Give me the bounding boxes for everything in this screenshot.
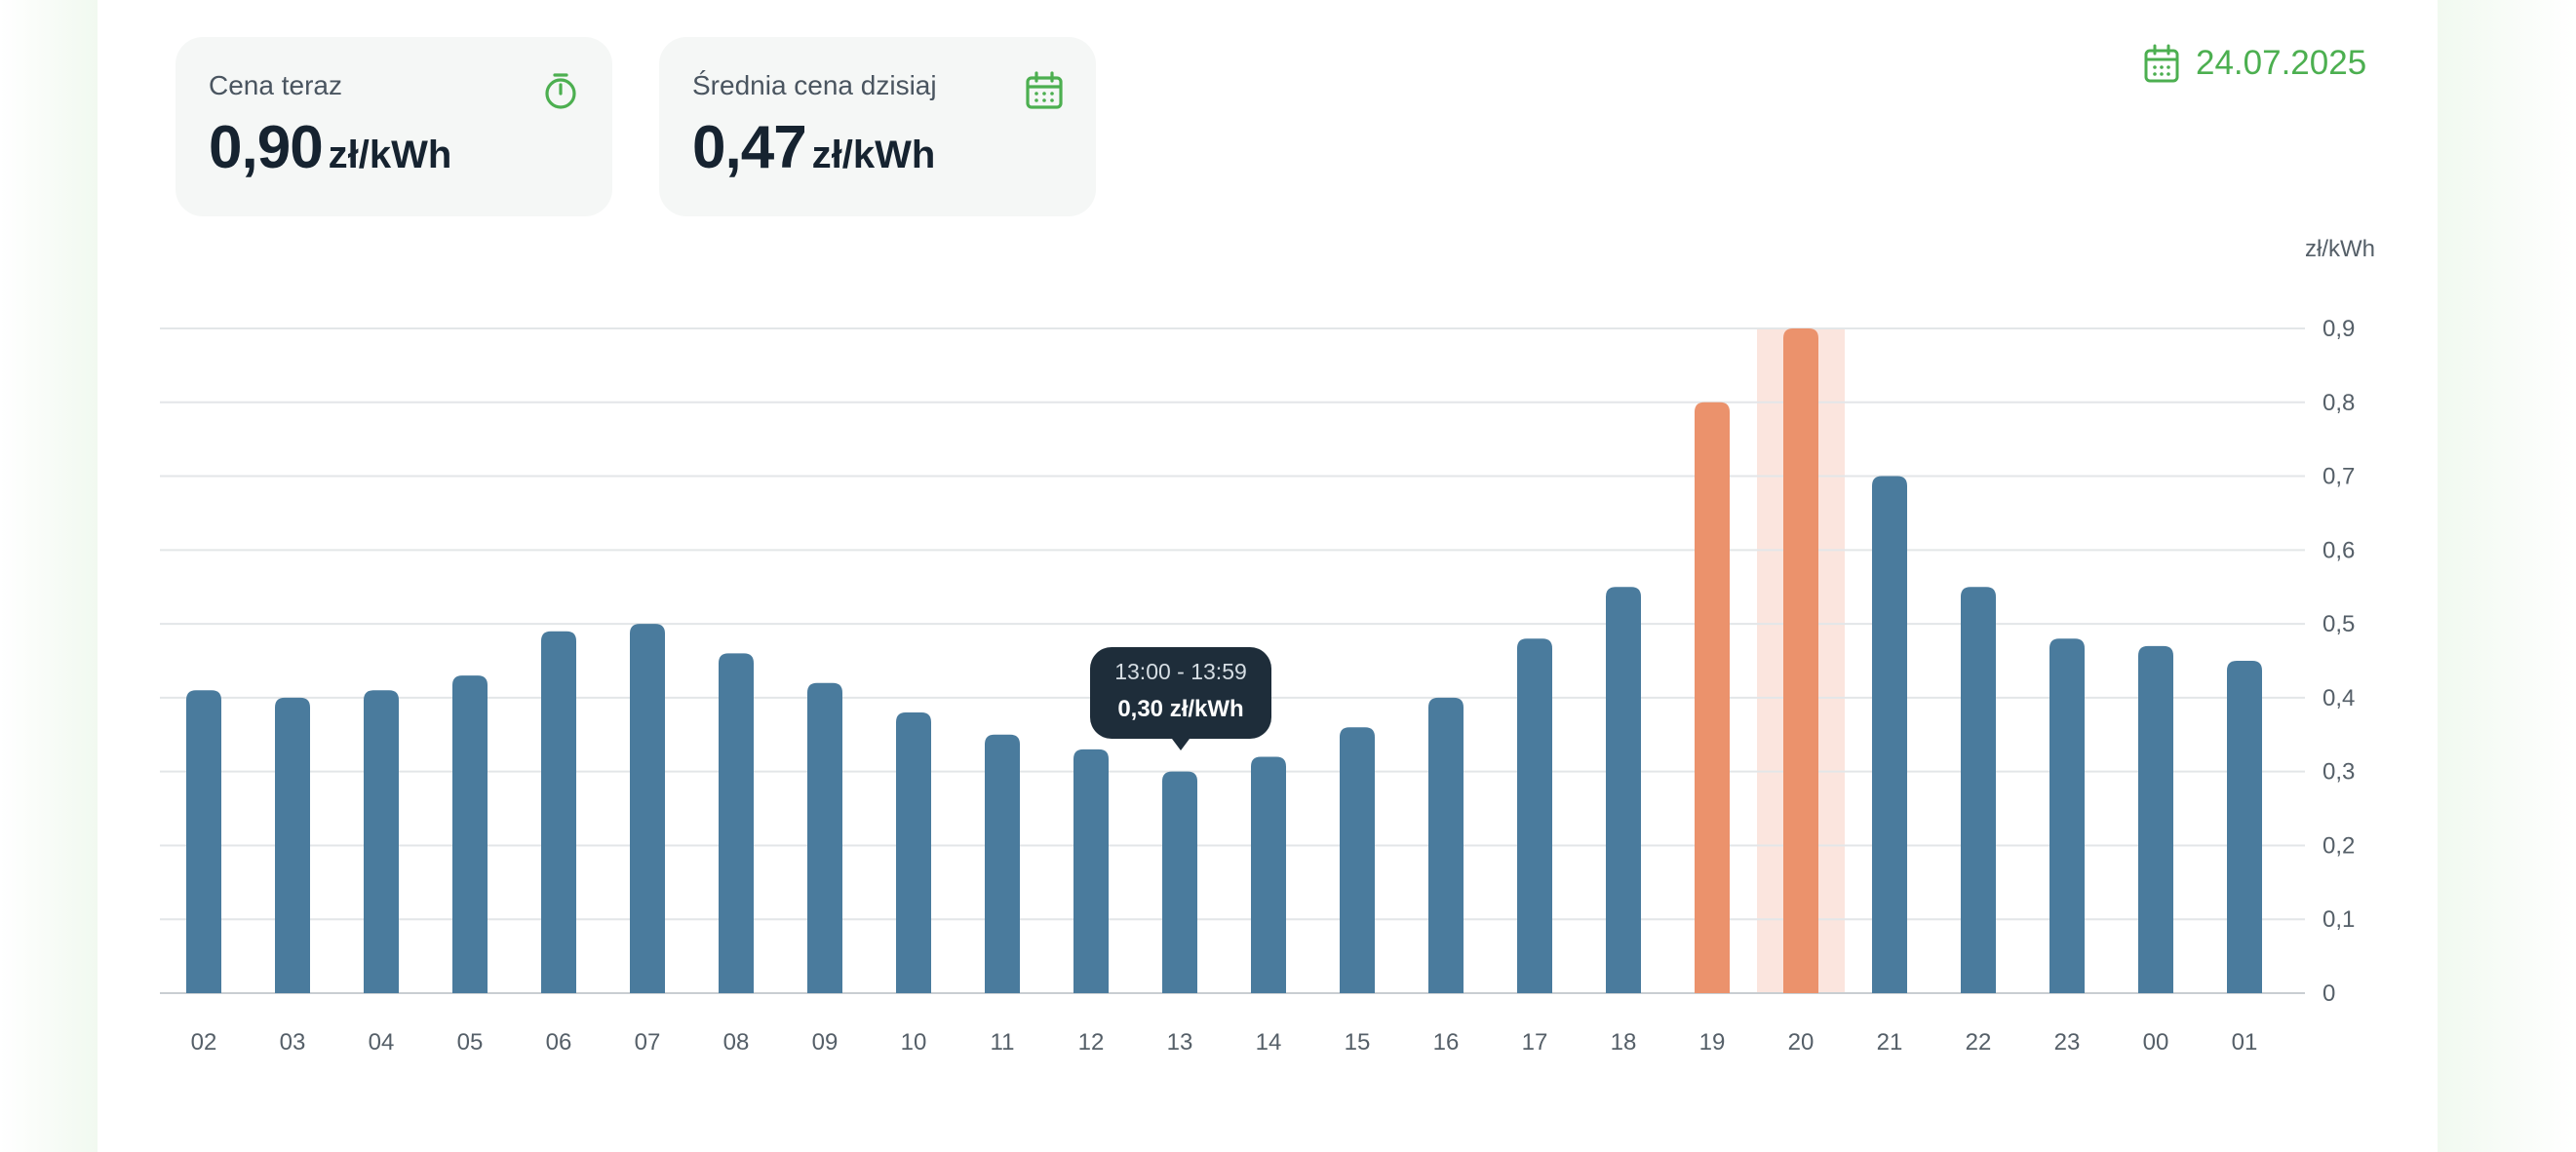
average-price-unit: zł/kWh	[811, 134, 936, 176]
x-tick-label: 12	[1078, 1029, 1105, 1056]
average-price-number: 0,47	[692, 114, 807, 181]
x-tick-label: 14	[1256, 1029, 1282, 1056]
current-price-label: Cena teraz	[209, 70, 342, 100]
x-tick-label: 17	[1522, 1029, 1548, 1056]
current-price-value: 0,90 zł/kWh	[209, 113, 451, 182]
bar-21	[1872, 476, 1907, 993]
x-tick-label: 04	[369, 1029, 395, 1056]
bar-14	[1251, 756, 1286, 993]
y-tick-label: 0,7	[2322, 464, 2355, 490]
bar-02	[186, 690, 221, 993]
average-price-value: 0,47 zł/kWh	[692, 113, 935, 182]
bar-17	[1517, 638, 1552, 993]
background-left	[0, 0, 98, 1152]
current-price-card: Cena teraz 0,90 zł/kWh	[176, 37, 612, 216]
background-right	[2438, 0, 2576, 1152]
bar-23	[2049, 638, 2085, 993]
average-price-label: Średnia cena dzisiaj	[692, 70, 937, 100]
y-tick-label: 0,8	[2322, 390, 2355, 416]
bar-08	[719, 653, 754, 993]
tooltip-price: 0,30 zł/kWh	[1117, 696, 1244, 722]
bar-16	[1428, 697, 1464, 993]
y-tick-label: 0,4	[2322, 685, 2355, 711]
x-tick-label: 15	[1345, 1029, 1371, 1056]
calendar-icon	[1026, 71, 1063, 109]
bar-09	[807, 682, 842, 993]
x-tick-label: 13	[1167, 1029, 1193, 1056]
bar-11	[985, 734, 1020, 993]
bar-22	[1961, 587, 1996, 993]
x-tick-label: 01	[2232, 1029, 2258, 1056]
price-tooltip: 13:00 - 13:59 0,30 zł/kWh	[1090, 647, 1271, 750]
x-tick-label: 10	[901, 1029, 927, 1056]
y-tick-label: 0,9	[2322, 316, 2355, 342]
y-tick-label: 0,6	[2322, 537, 2355, 563]
bar-06	[541, 631, 576, 993]
bar-12	[1073, 749, 1109, 993]
x-tick-label: 03	[280, 1029, 306, 1056]
bar-01	[2227, 661, 2262, 993]
price-bar-chart: 0 0,1 0,2 0,3 0,4 0,5 0,6 0,7 0,8 0,9 zł/kWh 02 03 04…	[160, 236, 2375, 1056]
x-tick-label: 07	[635, 1029, 661, 1056]
x-tick-label: 00	[2143, 1029, 2169, 1056]
x-tick-label: 21	[1877, 1029, 1903, 1056]
x-tick-label: 06	[546, 1029, 572, 1056]
x-tick-label: 08	[723, 1029, 750, 1056]
bar-10	[896, 712, 931, 993]
x-tick-label: 05	[457, 1029, 484, 1056]
stopwatch-icon	[545, 73, 576, 109]
x-tick-label: 18	[1611, 1029, 1637, 1056]
y-tick-label: 0,2	[2322, 832, 2355, 859]
y-tick-label: 0	[2322, 980, 2335, 1007]
bar-05	[452, 675, 488, 993]
calendar-icon	[2144, 44, 2179, 83]
current-price-unit: zł/kWh	[328, 134, 452, 176]
current-price-number: 0,90	[209, 114, 324, 181]
y-axis-unit-label: zł/kWh	[2305, 236, 2375, 262]
price-panel: Cena teraz 0,90 zł/kWh Średnia cena dzisi…	[98, 0, 2438, 1152]
y-tick-label: 0,1	[2322, 906, 2355, 933]
average-price-card: Średnia cena dzisiaj 0,47 zł/kWh	[659, 37, 1096, 216]
bar-07	[630, 624, 665, 993]
x-tick-label: 22	[1966, 1029, 1992, 1056]
bar-13	[1162, 771, 1197, 993]
x-tick-label: 23	[2054, 1029, 2081, 1056]
x-tick-label: 11	[991, 1029, 1015, 1056]
x-tick-label: 09	[812, 1029, 839, 1056]
date-display[interactable]: 24.07.2025	[2143, 41, 2366, 86]
x-tick-label: 16	[1433, 1029, 1460, 1056]
date-text: 24.07.2025	[2196, 44, 2367, 82]
x-tick-label: 20	[1788, 1029, 1815, 1056]
x-tick-label: 19	[1699, 1029, 1726, 1056]
y-tick-label: 0,5	[2322, 611, 2355, 637]
bar-00	[2138, 645, 2173, 993]
bar-03	[275, 697, 310, 993]
bar-18	[1606, 587, 1641, 993]
y-tick-label: 0,3	[2322, 759, 2355, 786]
bar-19	[1695, 402, 1730, 993]
x-tick-label: 02	[191, 1029, 217, 1056]
tooltip-time-range: 13:00 - 13:59	[1114, 659, 1247, 684]
bar-20	[1783, 328, 1818, 993]
bar-04	[364, 690, 399, 993]
bar-15	[1340, 727, 1375, 993]
